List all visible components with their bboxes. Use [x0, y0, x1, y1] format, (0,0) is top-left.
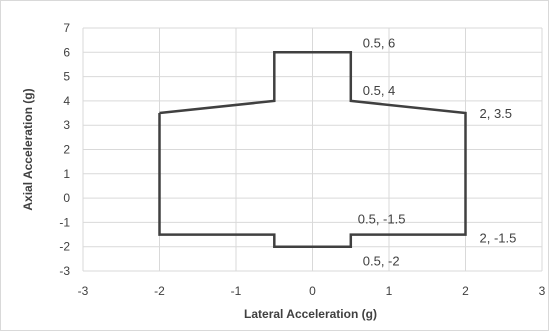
x-tick-label: 0: [309, 284, 316, 298]
series-line: [158, 51, 467, 248]
y-axis-title: Axial Acceleration (g): [21, 88, 35, 210]
y-tick-label: 6: [63, 45, 70, 59]
y-tick-label: -3: [59, 264, 70, 278]
x-tick-label: -2: [154, 284, 165, 298]
y-tick-label: 2: [63, 143, 70, 157]
data-label: 0.5, -1.5: [358, 212, 406, 227]
y-tick-label: -2: [59, 240, 70, 254]
y-tick-label: 7: [63, 21, 70, 35]
annotations: 0.5, 6 0.5, 4 2, 3.5 0.5, -1.5 2, -1.5 0.5, -…: [358, 35, 517, 268]
data-label: 2, -1.5: [480, 231, 517, 246]
x-tick-label: 3: [539, 284, 546, 298]
x-axis-title: Lateral Acceleration (g): [244, 307, 377, 321]
y-tick-labels: -3 -2 -1 0 1 2 3 4 5 6 7: [59, 21, 70, 278]
data-label: 2, 3.5: [480, 106, 513, 121]
y-tick-label: 0: [63, 191, 70, 205]
y-tick-label: 1: [63, 167, 70, 181]
data-label: 0.5, -2: [363, 254, 400, 269]
y-tick-label: 3: [63, 118, 70, 132]
x-tick-labels: -3 -2 -1 0 1 2 3: [78, 284, 546, 298]
y-tick-label: 4: [63, 94, 70, 108]
series: [158, 51, 467, 248]
data-label: 0.5, 4: [363, 83, 396, 98]
x-tick-label: -1: [231, 284, 242, 298]
y-tick-label: 5: [63, 70, 70, 84]
x-tick-label: 2: [462, 284, 469, 298]
y-tick-label: -1: [59, 215, 70, 229]
grid: [82, 27, 543, 272]
x-tick-label: -3: [78, 284, 89, 298]
x-tick-label: 1: [386, 284, 393, 298]
data-label: 0.5, 6: [363, 35, 396, 50]
